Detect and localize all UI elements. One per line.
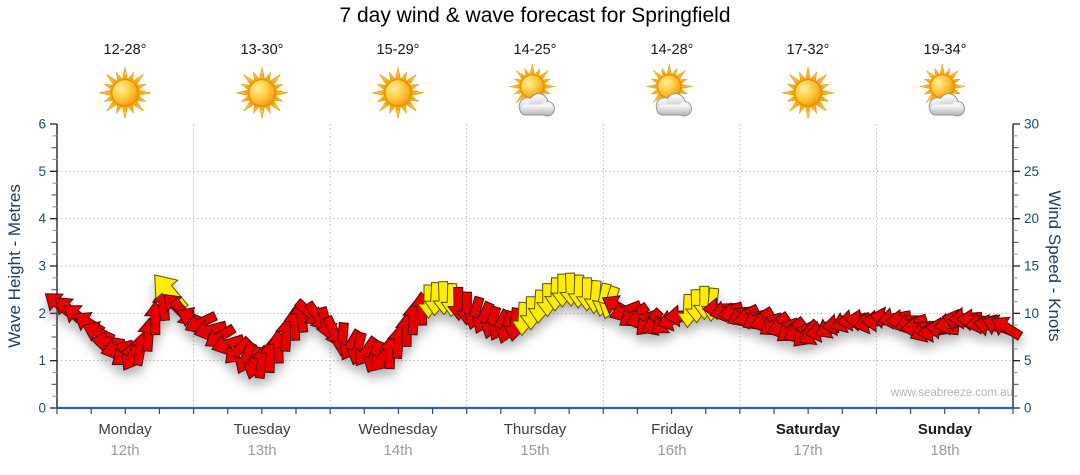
day-name: Tuesday (233, 421, 291, 438)
right-axis-tick-label: 25 (1024, 164, 1039, 179)
right-axis-tick-label: 30 (1024, 117, 1039, 132)
wind-arrow (225, 335, 253, 364)
right-axis-tick-label: 0 (1024, 401, 1032, 416)
right-axis-tick-label: 15 (1024, 259, 1039, 274)
temp-range: 14-28° (650, 42, 694, 58)
temp-range: 17-32° (786, 42, 830, 58)
day-header-tuesday: 13-30° (202, 41, 322, 125)
day-name: Wednesday (358, 421, 438, 438)
x-axis-label-tuesday: Tuesday 13th (194, 419, 330, 461)
left-axis-tick-label: 2 (38, 306, 46, 321)
temp-range: 12-28° (103, 42, 147, 58)
day-name: Sunday (917, 421, 973, 438)
axes (50, 123, 1020, 414)
day-header-thursday: 14-25° (475, 41, 595, 125)
x-axis-label-thursday: Thursday 15th (467, 419, 603, 461)
page-title: 7 day wind & wave forecast for Springfie… (339, 4, 731, 27)
day-header-wednesday: 15-29° (338, 41, 458, 125)
x-axis-label-wednesday: Wednesday 14th (330, 419, 466, 461)
day-name: Saturday (775, 421, 841, 438)
temp-range: 19-34° (923, 42, 967, 58)
x-axis-label-monday: Monday 12th (57, 419, 193, 461)
wind-arrow-series (44, 272, 1024, 380)
day-date: 16th (657, 442, 687, 459)
left-axis-tick-label: 6 (38, 117, 46, 132)
day-date: 13th (247, 442, 277, 459)
axis-tick-labels: 0 1 2 3 4 5 6 0 5 10 15 20 25 30 (38, 117, 1039, 416)
left-axis-tick-label: 3 (38, 259, 46, 274)
day-header-monday: 12-28° (65, 41, 185, 125)
day-name: Friday (651, 421, 693, 438)
temp-range: 14-25° (513, 42, 557, 58)
x-axis-label-friday: Friday 16th (604, 419, 740, 461)
day-header-saturday: 17-32° (748, 41, 868, 125)
x-axis-label-saturday: Saturday 17th (740, 419, 876, 461)
day-name: Monday (98, 421, 152, 438)
left-axis-tick-label: 1 (38, 353, 46, 368)
day-date: 15th (520, 442, 550, 459)
day-date: 12th (110, 442, 140, 459)
left-axis-tick-label: 4 (38, 211, 46, 226)
day-date: 14th (383, 442, 413, 459)
wind-arrow (991, 316, 1024, 341)
watermark: www.seabreeze.com.au (890, 387, 1013, 399)
temp-range: 13-30° (240, 42, 284, 58)
day-header-friday: 14-28° (612, 41, 732, 125)
right-axis-tick-label: 20 (1024, 211, 1039, 226)
day-header-sunday: 19-34° (885, 41, 1005, 125)
right-axis-tick-label: 10 (1024, 306, 1039, 321)
left-axis-tick-label: 0 (38, 401, 46, 416)
right-axis-tick-label: 5 (1024, 353, 1032, 368)
x-axis-label-sunday: Sunday 18th (877, 419, 1013, 461)
gridlines (57, 124, 1013, 408)
day-name: Thursday (503, 421, 567, 438)
day-date: 18th (930, 442, 960, 459)
day-date: 17th (793, 442, 823, 459)
temp-range: 15-29° (376, 42, 420, 58)
left-axis-tick-label: 5 (38, 164, 46, 179)
